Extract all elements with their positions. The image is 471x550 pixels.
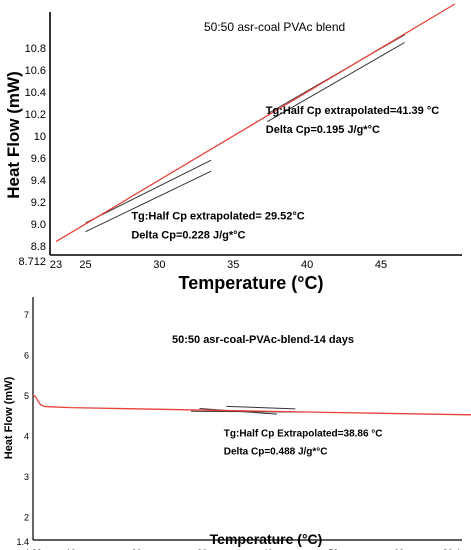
tg-annotation: Tg:Half Cp extrapolated=41.39 °C bbox=[266, 105, 439, 117]
y-tick-label: 9.6 bbox=[31, 153, 46, 165]
x-tick-label: 80.4 bbox=[443, 548, 461, 550]
x-tick-label: 23 bbox=[50, 259, 62, 271]
x-tick-label: 30 bbox=[153, 259, 165, 271]
y-tick-label: 9.2 bbox=[31, 197, 46, 209]
y-tick-label: 3 bbox=[24, 472, 29, 482]
y-tick-label: 10.2 bbox=[25, 109, 46, 121]
y-tick-label: 10.6 bbox=[25, 65, 46, 77]
x-tick-label: 30 bbox=[197, 548, 207, 550]
chart-2-title: 50:50 asr-coal-PVAc-blend-14 days bbox=[172, 334, 354, 346]
heat-flow-curve bbox=[55, 3, 456, 243]
y-tick-label: 7 bbox=[24, 310, 29, 320]
x-tick-label: 45 bbox=[375, 259, 387, 271]
y-tick-label: 10 bbox=[34, 131, 46, 143]
y-tick-label: 2 bbox=[24, 513, 29, 523]
chart-2-y-axis-label: Heat Flow (mW) bbox=[3, 376, 15, 459]
chart-1-y-axis-label: Heat Flow (mW) bbox=[4, 71, 23, 199]
tangent-line bbox=[85, 159, 212, 224]
x-tick-label: 10 bbox=[66, 548, 76, 550]
y-tick-label: 9.0 bbox=[31, 219, 46, 231]
tg-annotation: Tg:Half Cp Extrapolated=38.86 °C bbox=[224, 428, 383, 439]
heat-flow-curve bbox=[32, 394, 471, 416]
tangent-line bbox=[267, 42, 405, 123]
y-tick-label: 10.4 bbox=[25, 87, 46, 99]
tangent-line bbox=[226, 405, 296, 410]
chart-2: 50:50 asr-coal-PVAc-blend-14 days 1.4 2 3 4… bbox=[3, 297, 471, 550]
x-tick-label: 25 bbox=[79, 259, 91, 271]
y-tick-label: 9.4 bbox=[31, 175, 46, 187]
chart-2-x-axis-label: Temperature (°C) bbox=[210, 531, 323, 547]
x-tick-label: 20 bbox=[131, 548, 141, 550]
y-tick-label: 5 bbox=[24, 391, 29, 401]
x-tick-label: 40 bbox=[263, 548, 273, 550]
tg-annotation: Tg:Half Cp extrapolated= 29.52°C bbox=[131, 211, 304, 223]
y-tick-label: 10.8 bbox=[25, 43, 46, 55]
x-tick-label: 40 bbox=[301, 259, 313, 271]
chart-1-x-axis-label: Temperature (°C) bbox=[179, 273, 324, 293]
tangent-line bbox=[85, 170, 212, 233]
tg-annotation: Delta Cp=0.228 J/g*°C bbox=[131, 230, 245, 242]
y-tick-label: 1.4 bbox=[16, 537, 29, 547]
tg-annotation: Delta Cp=0.195 J/g*°C bbox=[266, 124, 380, 136]
chart-1: 50:50 asr-coal PVAc blend 8.712 8.8 9.0 9.2… bbox=[4, 3, 462, 293]
y-tick-label: 8.8 bbox=[31, 241, 46, 253]
y-tick-label: 4 bbox=[24, 432, 29, 442]
x-tick-label: 50 bbox=[328, 548, 338, 550]
x-tick-label: 35 bbox=[227, 259, 239, 271]
x-tick-label: 4.23 bbox=[24, 548, 42, 550]
chart-1-title: 50:50 asr-coal PVAc blend bbox=[204, 20, 345, 34]
x-tick-label: 60 bbox=[394, 548, 404, 550]
y-tick-label: 8.712 bbox=[18, 256, 46, 268]
y-tick-label: 6 bbox=[24, 351, 29, 361]
tg-annotation: Delta Cp=0.488 J/g*°C bbox=[224, 446, 328, 457]
